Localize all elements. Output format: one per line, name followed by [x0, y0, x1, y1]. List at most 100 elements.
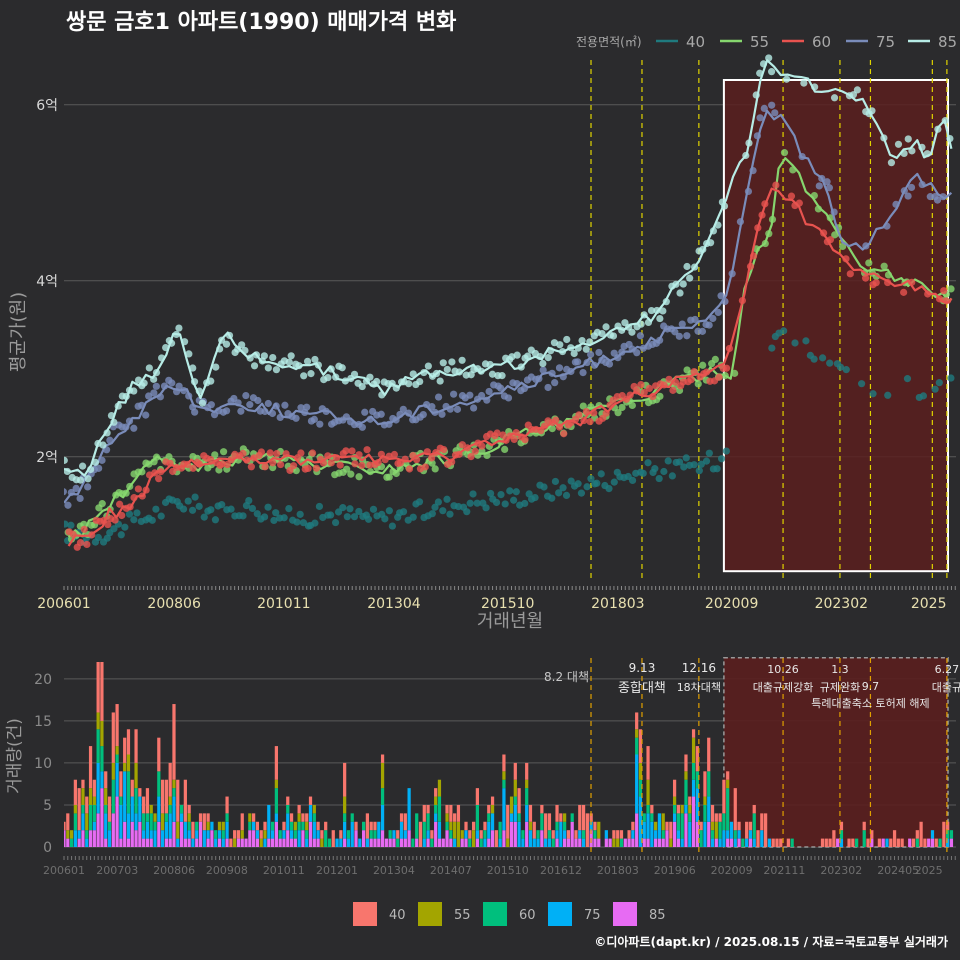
volume-bar	[498, 838, 502, 847]
price-point	[637, 381, 645, 389]
volume-bar	[434, 796, 438, 805]
price-point	[98, 500, 106, 508]
legend-title: 전용면적(㎡)	[576, 35, 642, 49]
price-point	[343, 513, 351, 521]
price-point	[248, 504, 257, 513]
price-point	[521, 436, 529, 444]
volume-bar	[274, 779, 278, 789]
price-point	[78, 462, 87, 470]
price-point	[675, 332, 683, 340]
volume-bar	[206, 813, 210, 822]
price-point	[116, 500, 124, 508]
volume-bar	[176, 821, 180, 839]
price-point	[72, 484, 80, 492]
volume-bar	[88, 830, 93, 847]
volume-bar	[578, 838, 582, 847]
price-point	[539, 359, 547, 368]
volume-bar	[377, 821, 381, 839]
volume-bar	[703, 821, 707, 847]
volume-bar	[559, 821, 563, 847]
volume-bar	[263, 821, 267, 831]
volume-bar	[714, 813, 718, 822]
price-line	[67, 187, 953, 547]
volume-bar	[726, 830, 730, 839]
y-tick-label: 2억	[36, 450, 58, 466]
volume-bar	[513, 821, 517, 847]
volume-bar	[525, 762, 529, 780]
volume-bar	[274, 821, 278, 847]
volume-bar	[521, 838, 525, 847]
policy-date: 9.7	[862, 680, 880, 693]
volume-bar	[168, 796, 172, 805]
volume-bar	[142, 796, 146, 814]
volume-bar	[665, 821, 669, 831]
volume-bar	[494, 830, 498, 847]
price-point	[639, 469, 647, 477]
policy-date: 12.16	[682, 661, 716, 675]
price-point	[482, 504, 490, 512]
volume-bar	[699, 830, 703, 847]
volume-bar	[160, 813, 165, 831]
volume-bar	[437, 838, 442, 847]
volume-bar	[236, 830, 241, 839]
volume-bar	[642, 838, 646, 847]
volume-bar	[525, 788, 529, 805]
price-point	[399, 405, 407, 413]
volume-bar	[699, 821, 703, 831]
price-point	[355, 473, 363, 481]
price-point	[198, 399, 207, 407]
price-point	[560, 430, 568, 438]
volume-bar	[217, 830, 222, 839]
volume-bar	[426, 830, 430, 839]
volume-bar	[308, 804, 313, 822]
volume-bar	[100, 771, 104, 789]
price-point	[277, 460, 285, 469]
volume-bar	[623, 838, 627, 847]
price-point	[312, 464, 321, 472]
price-point	[717, 455, 726, 463]
volume-bar	[752, 813, 756, 839]
price-point	[705, 449, 713, 457]
volume-bar	[289, 821, 294, 831]
price-point	[331, 518, 340, 527]
volume-bar	[581, 838, 586, 847]
volume-bar	[278, 830, 282, 839]
volume-bar	[547, 813, 552, 831]
highlight-box	[722, 79, 949, 573]
policy-date: 10.26	[767, 663, 799, 676]
volume-bar	[157, 771, 161, 797]
volume-bar	[714, 821, 718, 839]
x-tick-label: 201304	[373, 864, 415, 877]
volume-bar	[426, 838, 430, 847]
volume-bar	[513, 779, 517, 797]
volume-bar	[479, 830, 483, 839]
volume-bar	[149, 804, 153, 814]
price-point	[660, 467, 668, 476]
volume-bar	[126, 771, 131, 814]
x-tick-label: 202405	[877, 864, 919, 877]
legend-label: 85	[938, 33, 957, 51]
price-point	[448, 358, 456, 366]
price-point	[266, 449, 274, 457]
volume-bar	[631, 838, 635, 847]
volume-bar	[680, 804, 684, 814]
price-point	[148, 516, 156, 524]
policy-date: 1.3	[831, 663, 849, 676]
price-point	[782, 75, 791, 83]
volume-bar	[532, 821, 536, 839]
volume-bar	[138, 796, 142, 822]
legend-key	[613, 902, 637, 926]
price-point	[467, 453, 475, 461]
volume-bar	[513, 796, 517, 805]
volume-bar	[502, 771, 506, 780]
volume-bar	[119, 838, 123, 847]
price-point	[562, 491, 571, 500]
volume-bar	[748, 821, 753, 831]
volume-bar	[225, 813, 229, 822]
volume-bar	[286, 804, 290, 814]
price-point	[438, 410, 446, 418]
price-point	[478, 442, 486, 450]
volume-bar	[92, 821, 96, 831]
volume-bar	[456, 821, 461, 847]
price-point	[493, 429, 501, 437]
